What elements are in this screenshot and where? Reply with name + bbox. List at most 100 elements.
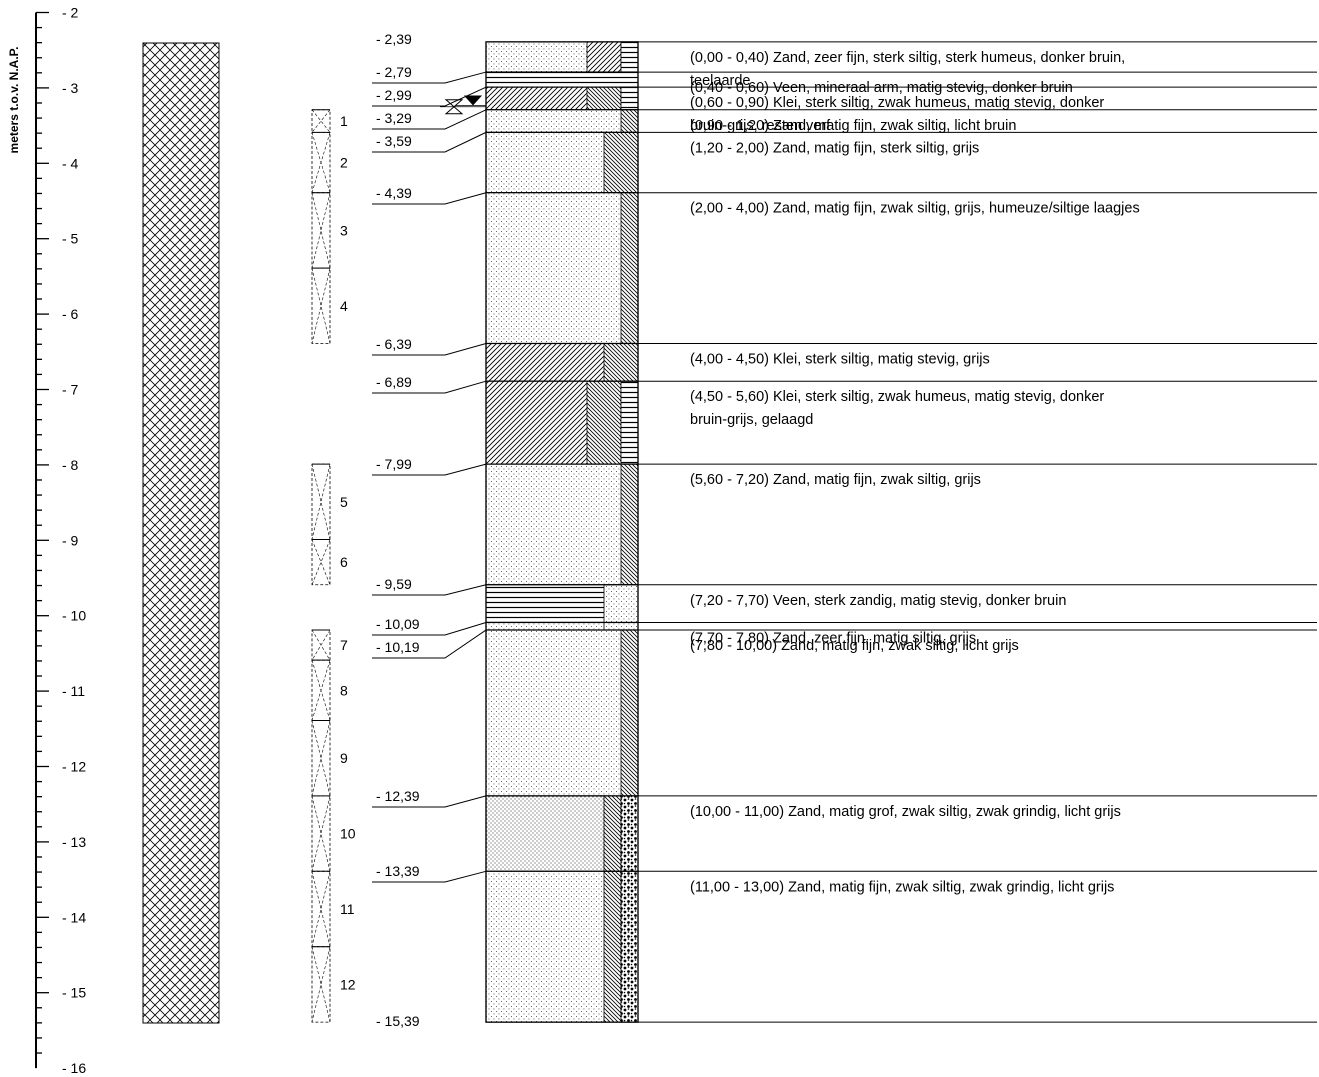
sample-interval: 12: [311, 946, 356, 1023]
sample-cross: [311, 946, 331, 1023]
layer-main-fill: [486, 41, 587, 73]
layer-main-fill: [486, 132, 604, 193]
layer-description-text: (5,60 - 7,20) Zand, matig fijn, zwak sil…: [690, 472, 981, 488]
sample-cross: [311, 795, 331, 872]
sample-cross: [311, 871, 331, 947]
layer-description-text: (4,50 - 5,60) Klei, sterk siltig, zwak h…: [690, 389, 1104, 405]
soil-column: [485, 41, 639, 1023]
layer-main-fill: [486, 622, 604, 631]
sample-cross: [311, 660, 331, 721]
layer-admixture-fill: [603, 584, 639, 623]
axis-tick-label: - 14: [62, 909, 86, 925]
depth-label: - 6,39: [372, 336, 487, 356]
soil-layer: [485, 629, 639, 797]
depth-label: - 9,59: [372, 576, 487, 596]
layer-description-text: (1,20 - 2,00) Zand, matig fijn, sterk si…: [690, 140, 979, 156]
depth-label-text: - 9,59: [376, 576, 412, 592]
column-outline: [485, 41, 639, 1023]
layer-main-fill: [486, 72, 638, 88]
depth-leader: [372, 131, 487, 153]
sample-label: 4: [340, 298, 348, 314]
depth-leader: [372, 463, 487, 476]
depth-label-text: - 6,39: [376, 336, 412, 352]
layer-description: (1,20 - 2,00) Zand, matig fijn, sterk si…: [638, 131, 1317, 156]
layer-description: (7,80 - 10,00) Zand, matig fijn, zwak si…: [638, 629, 1317, 654]
sample-interval: 1: [311, 109, 348, 133]
soil-layer: [485, 380, 639, 465]
layer-admixture-fill: [603, 343, 639, 382]
sample-interval: 4: [311, 267, 348, 344]
depth-label-text: - 6,89: [376, 374, 412, 390]
soil-layer: [485, 463, 639, 586]
layer-description: (0,60 - 0,90) Klei, sterk siltig, zwak h…: [638, 86, 1317, 134]
layer-description-text: (11,00 - 13,00) Zand, matig fijn, zwak s…: [690, 879, 1114, 895]
axis-tick-label: - 6: [62, 306, 79, 322]
soil-layer: [485, 584, 639, 624]
layer-admixture-fill: [620, 380, 639, 465]
depth-labels: - 2,39 - 2,79 - 2,99 - 3,29 - 3,59 - 4,39 - 6,…: [372, 31, 487, 1029]
sample-interval: 7: [311, 629, 348, 661]
sample-interval: 3: [311, 192, 348, 269]
axis-tick-label: - 12: [62, 759, 86, 775]
layer-main-fill: [486, 343, 604, 382]
layer-description-text: (0,40 - 0,60) Veen, mineraal arm, matig …: [690, 80, 1073, 96]
sample-label: 2: [340, 155, 348, 171]
sample-cross: [311, 539, 331, 585]
layer-admixture-fill: [603, 870, 622, 1023]
soil-layer: [485, 41, 639, 73]
layer-description-text: (4,00 - 4,50) Klei, sterk siltig, matig …: [690, 352, 990, 368]
layer-main-fill: [486, 871, 604, 1023]
depth-label: - 3,59: [372, 131, 487, 153]
axis-tick-label: - 3: [62, 80, 79, 96]
sample-cross: [311, 629, 331, 661]
depth-label-text: - 12,39: [376, 788, 420, 804]
layer-main-fill: [486, 87, 587, 110]
layer-admixture-fill: [586, 380, 622, 465]
depth-label-text: - 3,59: [376, 133, 412, 149]
sample-label: 1: [340, 113, 348, 129]
depth-label-text: - 10,19: [376, 639, 420, 655]
depth-axis: meters t.o.v. N.A.P. - 2- 3- 4- 5- 6- 7-…: [7, 5, 86, 1077]
layer-main-fill: [486, 795, 604, 872]
layer-main-fill: [486, 381, 587, 465]
sample-label: 11: [340, 901, 355, 917]
depth-label: - 6,89: [372, 374, 487, 394]
sample-label: 12: [340, 976, 356, 992]
layer-description: (4,00 - 4,50) Klei, sterk siltig, matig …: [638, 343, 1317, 368]
soil-layer: [485, 71, 639, 88]
sample-label: 7: [340, 637, 348, 653]
depth-leader: [372, 343, 487, 356]
depth-leader: [372, 86, 487, 107]
layer-main-fill: [486, 109, 621, 133]
axis-tick-label: - 8: [62, 457, 79, 473]
layer-main-fill: [486, 630, 621, 796]
depth-label-text: - 15,39: [376, 1013, 420, 1029]
layer-description: (7,20 - 7,70) Veen, sterk zandig, matig …: [638, 584, 1317, 609]
layer-admixture-fill: [620, 870, 639, 1023]
soil-layer: [485, 192, 639, 345]
depth-label: - 3,29: [372, 109, 487, 130]
layer-admixture-fill: [620, 192, 639, 344]
depth-leader: [372, 629, 487, 659]
axis-tick-label: - 10: [62, 608, 86, 624]
depth-label: - 15,39: [376, 1013, 420, 1029]
soil-layer: [485, 342, 639, 382]
sample-cross: [311, 464, 331, 540]
axis-tick-label: - 9: [62, 532, 79, 548]
sample-box: [311, 946, 331, 1023]
sample-label: 3: [340, 222, 348, 238]
depth-label-text: - 10,09: [376, 616, 420, 632]
layer-admixture-fill: [586, 86, 622, 111]
layer-description: (0,00 - 0,40) Zand, zeer fijn, sterk sil…: [638, 41, 1317, 89]
depth-label-text: - 3,29: [376, 110, 412, 126]
axis-tick-label: - 16: [62, 1060, 86, 1076]
layer-description-text: bruin-grijs, gelaagd: [690, 412, 813, 428]
layer-admixture-fill: [620, 41, 639, 73]
layer-description: (0,90 - 1,20) Zand, matig fijn, zwak sil…: [638, 109, 1317, 134]
sample-cross: [311, 192, 331, 269]
water-level-icon: [464, 95, 482, 106]
layer-description: (5,60 - 7,20) Zand, matig fijn, zwak sil…: [638, 463, 1317, 488]
sample-cross: [311, 268, 331, 344]
soil-layer: [485, 870, 639, 1023]
layer-description-text: (7,20 - 7,70) Veen, sterk zandig, matig …: [690, 593, 1066, 609]
